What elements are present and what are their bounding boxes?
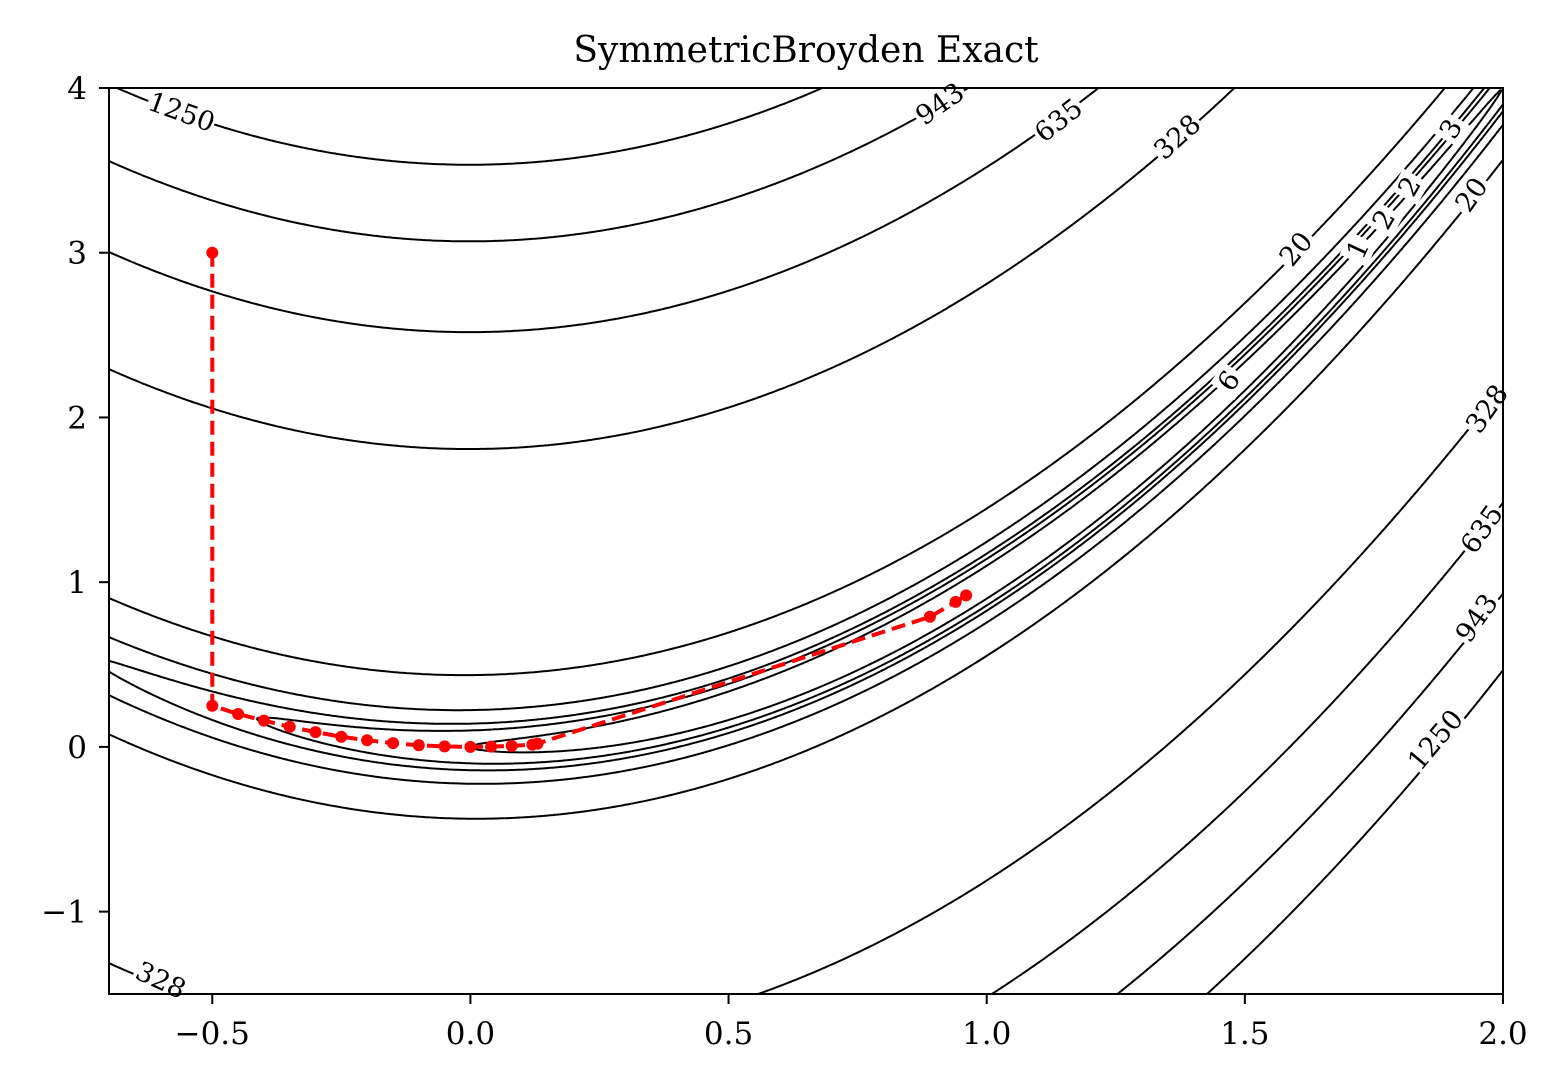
y-tick-label: −1 <box>41 895 87 931</box>
contour-label-background <box>1272 224 1321 275</box>
y-axis: −1 0 1 2 3 4 <box>41 71 109 931</box>
contour-lines <box>109 88 1503 994</box>
contour-label-background <box>1448 170 1496 221</box>
x-tick-label: 0.0 <box>446 1016 495 1052</box>
path-point <box>309 726 322 739</box>
contour-label-background <box>1147 107 1209 167</box>
contour-label-background <box>1365 201 1404 239</box>
path-point <box>923 610 936 623</box>
contour-label-background <box>909 76 972 133</box>
contour-label-background <box>1390 168 1430 206</box>
contour-line-635 <box>109 88 1503 994</box>
contour-label-background <box>143 86 220 139</box>
y-tick-label: 1 <box>67 565 87 601</box>
contour-label-background <box>1339 231 1378 268</box>
path-point <box>485 740 498 753</box>
x-tick-label: 0.5 <box>704 1016 753 1052</box>
contour-label-background <box>1028 92 1090 150</box>
path-point <box>960 589 973 602</box>
x-tick-label: 1.5 <box>1220 1016 1269 1052</box>
plot-frame <box>108 87 1504 995</box>
contour-label-background <box>1459 378 1516 441</box>
path-point <box>387 737 399 750</box>
y-tick-label: 2 <box>67 400 87 436</box>
contour-label-background <box>1454 498 1511 561</box>
x-tick-label: 1.0 <box>962 1016 1011 1052</box>
path-point <box>412 739 425 752</box>
path-point <box>283 720 296 733</box>
path-point <box>464 740 477 753</box>
x-tick-label: −0.5 <box>175 1016 250 1052</box>
contour-label-background <box>1401 703 1470 777</box>
path-point <box>206 699 219 712</box>
y-tick-label: 0 <box>67 730 87 766</box>
contour-label-background <box>1449 587 1506 650</box>
path-point <box>949 595 962 608</box>
path-point <box>531 737 544 750</box>
optimizer-path <box>206 246 973 753</box>
x-axis: −0.5 0.0 0.5 1.0 1.5 2.0 <box>175 994 1528 1052</box>
path-point <box>257 714 270 727</box>
y-tick-label: 3 <box>67 236 87 272</box>
contour-label-background <box>1432 110 1471 148</box>
path-point <box>335 730 348 743</box>
path-point <box>361 734 374 747</box>
contour-line-6 <box>109 88 1503 785</box>
path-point <box>438 740 451 753</box>
path-point <box>206 246 219 259</box>
path-point <box>232 708 245 720</box>
path-point <box>505 739 518 752</box>
contour-label-background <box>1209 362 1249 401</box>
x-tick-label: 2.0 <box>1478 1016 1527 1052</box>
y-tick-label: 4 <box>67 71 87 107</box>
chart-title: SymmetricBroyden Exact <box>573 30 1039 71</box>
